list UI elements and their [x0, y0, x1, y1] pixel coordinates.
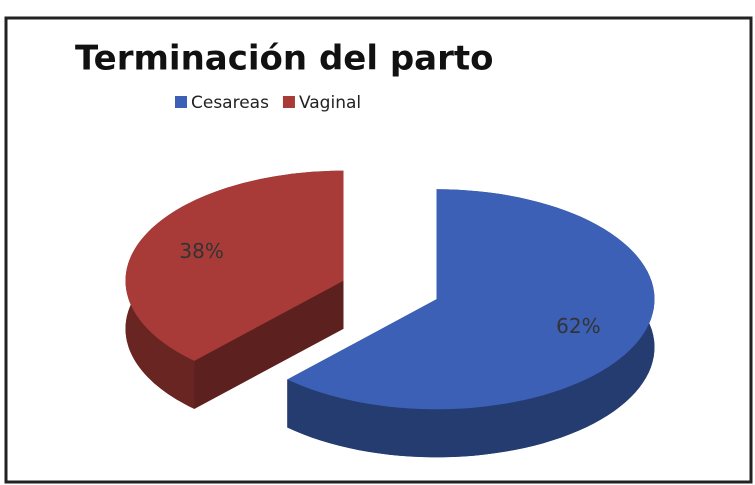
- pie-slice: [287, 189, 655, 410]
- pie-slice-wall: [194, 280, 344, 409]
- legend-swatch: [282, 96, 295, 108]
- chart-title: Terminación del parto: [75, 39, 494, 79]
- legend-label: Cesareas: [191, 93, 269, 113]
- legend-label: Vaginal: [299, 93, 361, 113]
- data-label: 38%: [179, 239, 223, 263]
- pie-slice: [125, 170, 344, 361]
- legend-swatch: [175, 96, 187, 108]
- data-label: 62%: [556, 314, 600, 338]
